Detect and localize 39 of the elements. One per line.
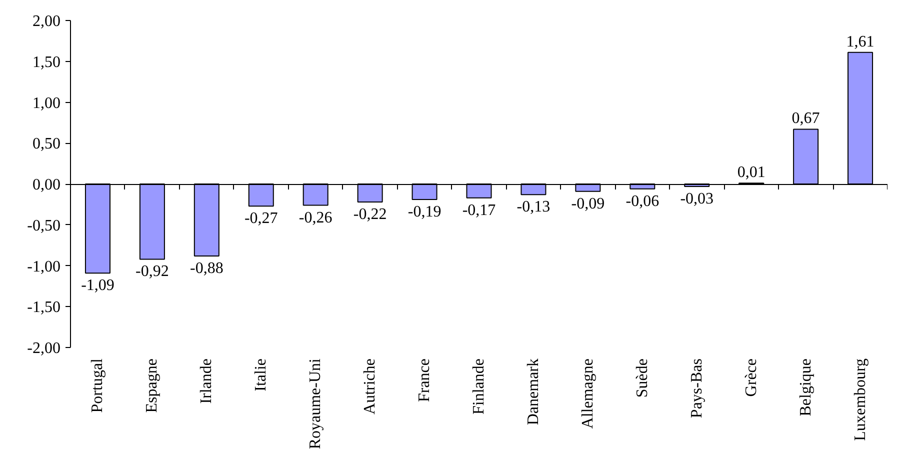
x-tick-label: France (416, 358, 434, 402)
y-tick-label: 0,00 (32, 176, 60, 194)
data-label: -0,92 (136, 263, 169, 280)
x-tick-label: Finlande (470, 358, 488, 414)
y-tick-label: 0,50 (32, 136, 60, 153)
x-tick-label: Espagne (144, 358, 161, 413)
data-label: -0,22 (353, 206, 387, 223)
data-label: 1,61 (846, 33, 874, 50)
y-tick-label: 1,50 (32, 54, 60, 71)
x-tick-label: Belgique (797, 358, 814, 416)
data-label: -0,88 (190, 260, 224, 277)
data-label: 0,67 (792, 110, 820, 128)
x-tick-label: Italie (252, 358, 270, 392)
x-tick-label: Portugal (89, 358, 106, 413)
data-label: -0,06 (626, 192, 660, 210)
x-tick-label: Danemark (524, 358, 542, 426)
y-tick-label: -0,50 (27, 217, 60, 234)
x-tick-label: Irlande (198, 358, 216, 404)
data-label: -0,13 (516, 198, 550, 216)
y-tick-label: -1,00 (27, 258, 60, 276)
data-label: 0,01 (737, 164, 766, 182)
x-tick-label: Royaume-Uni (307, 358, 324, 450)
x-tick-label: Pays-Bas (688, 358, 706, 418)
y-tick-label: -2,00 (27, 340, 60, 357)
data-label: -0,27 (244, 210, 278, 228)
x-tick-label: Allemagne (579, 358, 596, 429)
data-label: -0,26 (298, 209, 332, 226)
y-tick-label: 2,00 (32, 13, 60, 30)
x-tick-label: Suède (634, 358, 651, 398)
data-label: -0,09 (571, 195, 605, 212)
y-tick-label: -1,50 (27, 299, 60, 316)
x-tick-label: Luxembourg (852, 358, 869, 441)
x-tick-label: Grèce (742, 358, 760, 397)
data-label: -0,19 (408, 204, 442, 221)
data-label: -0,17 (462, 202, 496, 219)
data-label: -1,09 (81, 277, 114, 294)
x-tick-label: Autriche (362, 358, 379, 414)
y-tick-label: 1,00 (32, 94, 60, 112)
data-label: -0,03 (680, 190, 714, 208)
